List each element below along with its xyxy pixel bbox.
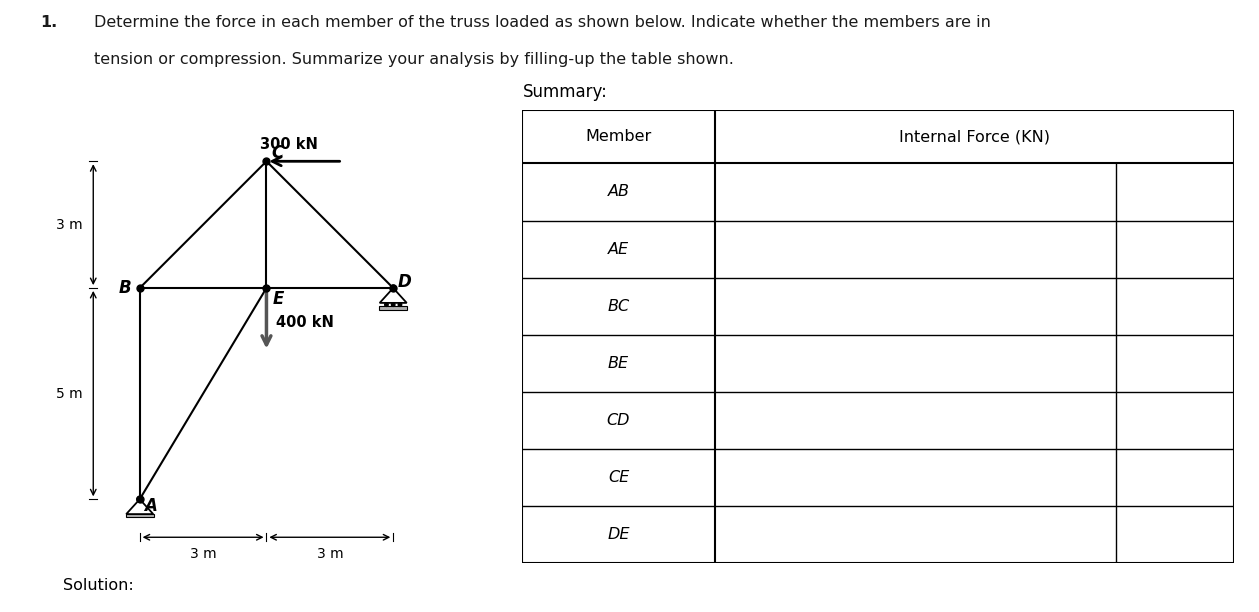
Text: C: C	[271, 144, 283, 162]
Text: BC: BC	[607, 299, 630, 314]
Text: E: E	[273, 289, 285, 308]
Circle shape	[385, 303, 388, 307]
Circle shape	[137, 496, 142, 502]
Text: 300 kN: 300 kN	[261, 137, 319, 152]
Circle shape	[392, 303, 395, 307]
Text: 400 kN: 400 kN	[276, 315, 334, 330]
Text: DE: DE	[607, 527, 630, 542]
Text: 3 m: 3 m	[57, 218, 83, 232]
Text: D: D	[398, 273, 412, 291]
Text: 1.: 1.	[40, 15, 58, 31]
Text: CD: CD	[607, 413, 631, 428]
Text: Internal Force (KN): Internal Force (KN)	[899, 129, 1050, 144]
Text: 3 m: 3 m	[190, 547, 217, 561]
Bar	[126, 513, 154, 518]
Bar	[379, 307, 408, 310]
Text: Determine the force in each member of the truss loaded as shown below. Indicate : Determine the force in each member of th…	[94, 15, 991, 31]
Text: AB: AB	[608, 184, 630, 200]
Text: tension or compression. Summarize your analysis by filling-up the table shown.: tension or compression. Summarize your a…	[94, 52, 734, 67]
Text: 5 m: 5 m	[57, 387, 83, 401]
Text: BE: BE	[608, 356, 630, 371]
Text: CE: CE	[608, 470, 630, 485]
Circle shape	[398, 303, 402, 307]
Text: 3 m: 3 m	[316, 547, 344, 561]
Circle shape	[390, 285, 397, 291]
Text: AE: AE	[608, 242, 630, 256]
Text: A: A	[144, 496, 156, 515]
Text: Solution:: Solution:	[63, 578, 133, 594]
Text: Member: Member	[585, 129, 652, 144]
Text: Summary:: Summary:	[522, 83, 607, 100]
Text: B: B	[118, 279, 131, 297]
